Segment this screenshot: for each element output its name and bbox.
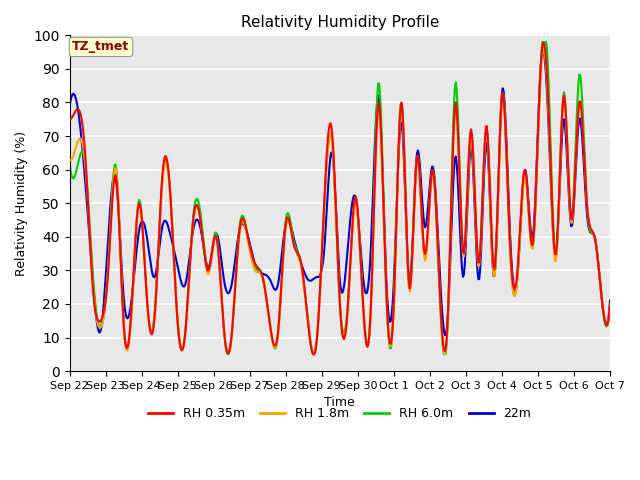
Title: Relativity Humidity Profile: Relativity Humidity Profile — [241, 15, 439, 30]
Y-axis label: Relativity Humidity (%): Relativity Humidity (%) — [15, 131, 28, 276]
Legend: RH 0.35m, RH 1.8m, RH 6.0m, 22m: RH 0.35m, RH 1.8m, RH 6.0m, 22m — [143, 402, 536, 425]
X-axis label: Time: Time — [324, 396, 355, 409]
Text: TZ_tmet: TZ_tmet — [72, 40, 130, 53]
